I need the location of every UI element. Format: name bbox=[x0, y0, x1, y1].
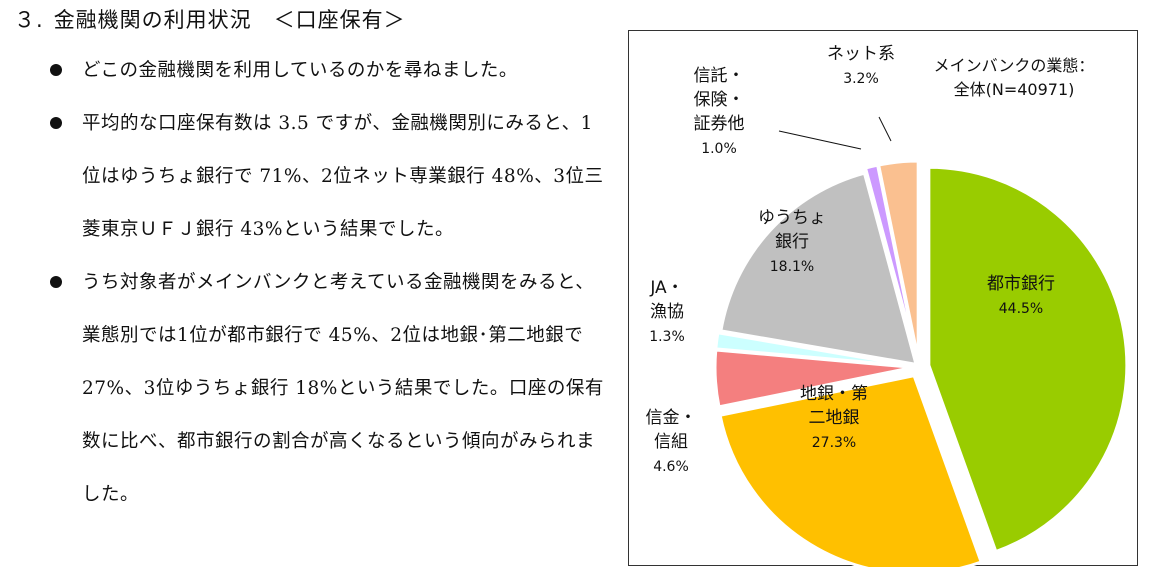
bullet-list: どこの金融機関を利用しているのかを尋ねました。 平均的な口座保有数は 3.5 で… bbox=[48, 44, 608, 521]
bullet-item: 平均的な口座保有数は 3.5 ですが、金融機関別にみると、1位はゆうちょ銀行で … bbox=[48, 97, 608, 256]
slice-label: 信託・保険・証券他 1.0% bbox=[694, 66, 745, 157]
chart-title: メインバンクの業態： bbox=[934, 56, 1095, 75]
slice-label: 地銀・第二地銀 27.3% bbox=[800, 384, 868, 451]
leader-line bbox=[778, 130, 862, 150]
pie-chart-panel: 都市銀行 44.5% 地銀・第二地銀 27.3% 信金・信組 4.6% JA・漁協 1.3% ゆ… bbox=[628, 30, 1138, 576]
section-number: ３. bbox=[14, 8, 44, 32]
pie-slice bbox=[714, 331, 914, 368]
pie-slice bbox=[927, 165, 1129, 554]
slice-label: JA・漁協 1.3% bbox=[649, 278, 685, 345]
bullet-item: うち対象者がメインバンクと考えている金融機関をみると、業態別では1位が都市銀行で… bbox=[48, 256, 608, 521]
section-heading: ３. 金融機関の利用状況 ＜口座保有＞ bbox=[14, 4, 406, 34]
bullet-item: どこの金融機関を利用しているのかを尋ねました。 bbox=[48, 44, 608, 97]
slice-label: 信金・信組 4.6% bbox=[646, 408, 697, 475]
leader-line bbox=[878, 116, 892, 142]
chart-subtitle: 全体(N=40971) bbox=[954, 80, 1075, 99]
slice-label: ネット系 3.2% bbox=[827, 44, 895, 87]
pie-slice bbox=[719, 171, 919, 367]
pie-slice bbox=[876, 159, 920, 360]
slice-label: 都市銀行 44.5% bbox=[987, 274, 1055, 317]
slice-label: ゆうちょ銀行 18.1% bbox=[758, 208, 826, 275]
section-title: 金融機関の利用状況 ＜口座保有＞ bbox=[53, 8, 406, 32]
pie-chart: 都市銀行 44.5% 地銀・第二地銀 27.3% 信金・信組 4.6% JA・漁協 1.3% ゆ… bbox=[646, 44, 1129, 576]
